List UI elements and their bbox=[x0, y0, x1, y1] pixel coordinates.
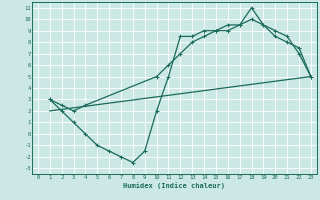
X-axis label: Humidex (Indice chaleur): Humidex (Indice chaleur) bbox=[124, 182, 225, 189]
